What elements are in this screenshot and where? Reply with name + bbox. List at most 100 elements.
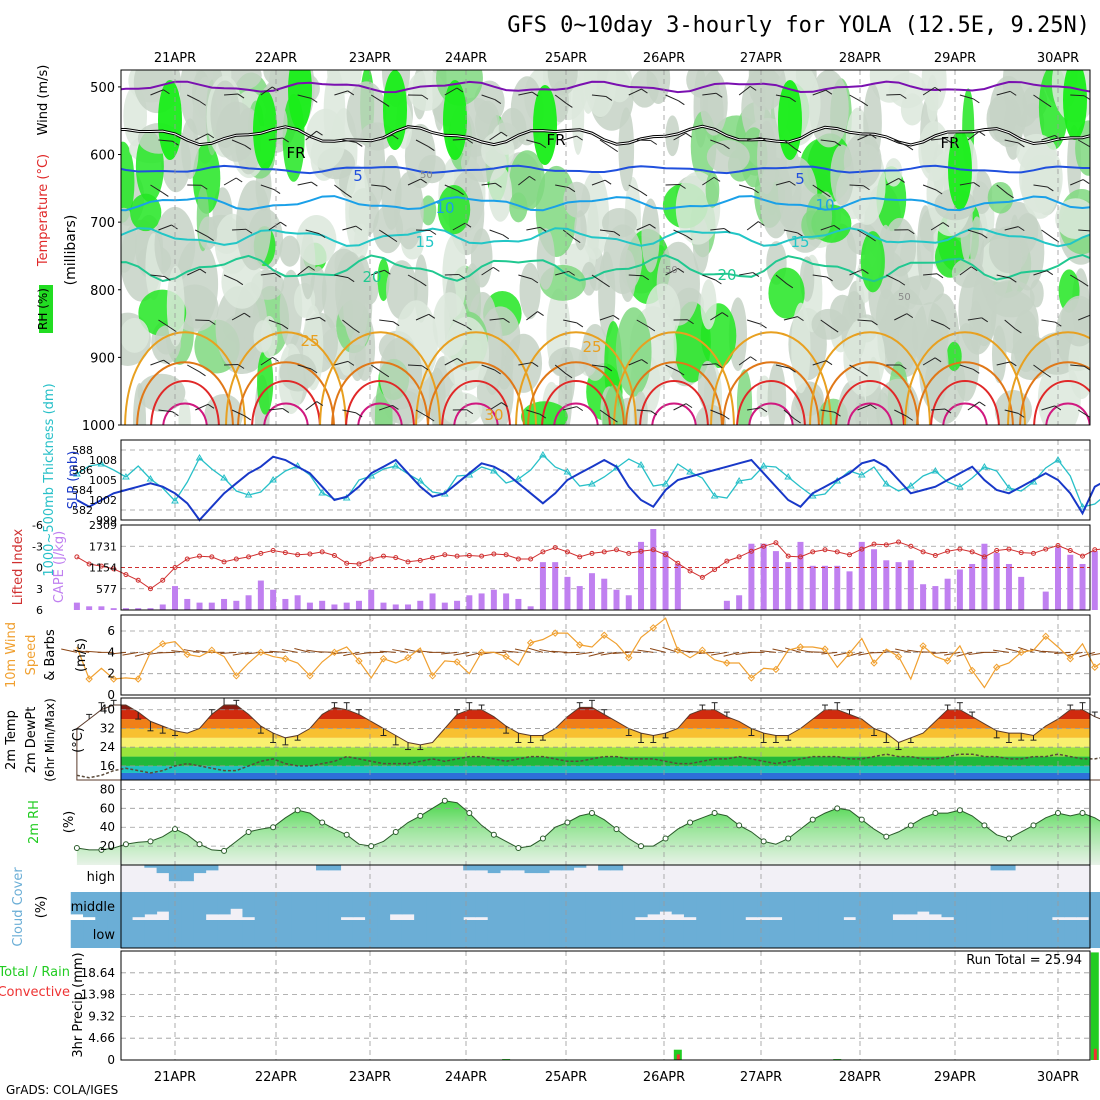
upper-axis-label: (millibars) bbox=[63, 215, 79, 286]
upper-wind-barb-flag bbox=[273, 189, 281, 194]
li-point bbox=[135, 577, 141, 583]
li-point bbox=[650, 547, 656, 553]
rh2m-point bbox=[392, 828, 399, 835]
wind10-barb bbox=[588, 651, 605, 657]
wind10-barb bbox=[563, 651, 580, 654]
li-tick--3: -3 bbox=[32, 540, 43, 553]
upper-wind-barb bbox=[636, 319, 650, 328]
cloud-middle-bar bbox=[966, 892, 979, 920]
cape-bar bbox=[503, 593, 510, 610]
upper-wind-barb bbox=[342, 319, 354, 330]
li-point bbox=[638, 548, 644, 554]
upper-wind-barb-flag bbox=[794, 418, 801, 424]
rh2m-point bbox=[122, 841, 129, 848]
upper-wind-barb bbox=[481, 182, 496, 186]
rh2m-point bbox=[73, 845, 80, 851]
upper-wind-barb-flag bbox=[900, 94, 907, 99]
cape-tick-577: 577 bbox=[96, 583, 117, 596]
cloud-middle-bar bbox=[1076, 892, 1090, 918]
li-point bbox=[736, 554, 742, 560]
isotherm-label-5: 5 bbox=[795, 170, 805, 188]
wind10-barb bbox=[637, 649, 654, 653]
li-point bbox=[160, 577, 166, 583]
top-date-23APR: 23APR bbox=[349, 51, 391, 66]
cloud-low-bar bbox=[536, 920, 550, 948]
cloud-middle-bar bbox=[561, 892, 575, 920]
wind10-speed-point bbox=[526, 639, 535, 647]
rh2m-point bbox=[466, 810, 473, 817]
rh2m-point bbox=[441, 797, 448, 804]
cloud-level-low: low bbox=[93, 928, 116, 943]
cape-bar bbox=[932, 586, 939, 610]
upper-wind-barb bbox=[710, 228, 725, 231]
wind10-barb bbox=[931, 651, 948, 654]
cape-bar bbox=[454, 600, 461, 610]
warm-arch bbox=[237, 361, 335, 425]
rh2m-point bbox=[564, 819, 571, 826]
cape-bar bbox=[319, 600, 326, 610]
upper-wind-barb bbox=[407, 178, 421, 186]
upper-wind-barb-flag bbox=[650, 410, 658, 416]
warm-arch bbox=[150, 380, 220, 425]
li-point bbox=[564, 549, 570, 555]
thickness-point bbox=[661, 480, 670, 487]
upper-wind-barb bbox=[407, 364, 423, 367]
cloud-middle-bar bbox=[512, 892, 526, 920]
upper-wind-barb-flag bbox=[970, 266, 978, 272]
wind10-speed-point bbox=[477, 648, 486, 657]
thickness-tick-586: 586 bbox=[72, 464, 93, 477]
li-point bbox=[663, 552, 669, 558]
warm-arch bbox=[162, 402, 208, 425]
cape-bar bbox=[625, 595, 632, 610]
upper-wind-barb-flag bbox=[605, 366, 613, 372]
rh-shade-blob bbox=[986, 279, 1035, 318]
upper-wind-barb-flag bbox=[199, 371, 206, 377]
rh-high-column bbox=[533, 85, 557, 165]
warm-arch bbox=[541, 380, 611, 425]
wind10-barb bbox=[122, 651, 139, 656]
rh-legend-swatch bbox=[39, 285, 53, 333]
cloud-middle-bar bbox=[291, 892, 305, 920]
li-point bbox=[380, 553, 386, 559]
thickness-point bbox=[146, 475, 155, 482]
thickness-point bbox=[1005, 484, 1013, 491]
upper-wind-barb bbox=[231, 139, 246, 146]
upper-wind-barb-flag bbox=[245, 228, 253, 234]
bottom-date-23APR: 23APR bbox=[349, 1070, 391, 1085]
upper-wind-barb bbox=[738, 356, 751, 366]
upper-wind-barb bbox=[775, 180, 790, 186]
upper-wind-barb-flag bbox=[650, 140, 658, 145]
upper-wind-barb bbox=[747, 136, 761, 141]
cloud-low-bar bbox=[83, 920, 96, 948]
rh2m-left-label: 2m RH bbox=[27, 800, 42, 844]
rh-shade-blob bbox=[407, 70, 445, 112]
upper-wind-barb-flag bbox=[384, 186, 392, 191]
upper-wind-barb-flag bbox=[861, 371, 868, 377]
wind10-speed-point bbox=[894, 652, 903, 661]
rh-shade-blob bbox=[215, 101, 257, 162]
thickness-point bbox=[73, 470, 81, 477]
cloud-middle-bar bbox=[745, 892, 759, 918]
upper-wind-barb bbox=[452, 222, 466, 231]
rh2m-point bbox=[319, 819, 326, 826]
cape-bar bbox=[895, 562, 902, 610]
upper-wind-barb bbox=[489, 229, 503, 236]
upper-wind-barb-flag bbox=[495, 182, 502, 188]
li-point bbox=[430, 555, 436, 561]
rh-shade-blob bbox=[1060, 295, 1090, 347]
upper-wind-barb-flag bbox=[935, 189, 943, 195]
thickness-point bbox=[244, 491, 253, 498]
upper-wind-barb bbox=[370, 364, 384, 374]
upper-wind-barb bbox=[812, 274, 827, 278]
rh-shade-blob bbox=[571, 75, 585, 155]
li-point bbox=[417, 557, 423, 563]
cloud-low-bar bbox=[1027, 920, 1041, 948]
li-point bbox=[626, 550, 632, 556]
cloud-low-bar bbox=[475, 920, 489, 948]
cloud-low-bar bbox=[818, 920, 832, 948]
li-point bbox=[1055, 543, 1061, 549]
li-point bbox=[393, 555, 399, 561]
wind10-barb bbox=[723, 651, 740, 657]
temp-band-6 bbox=[121, 719, 1090, 729]
upper-wind-barb-flag bbox=[384, 269, 391, 275]
